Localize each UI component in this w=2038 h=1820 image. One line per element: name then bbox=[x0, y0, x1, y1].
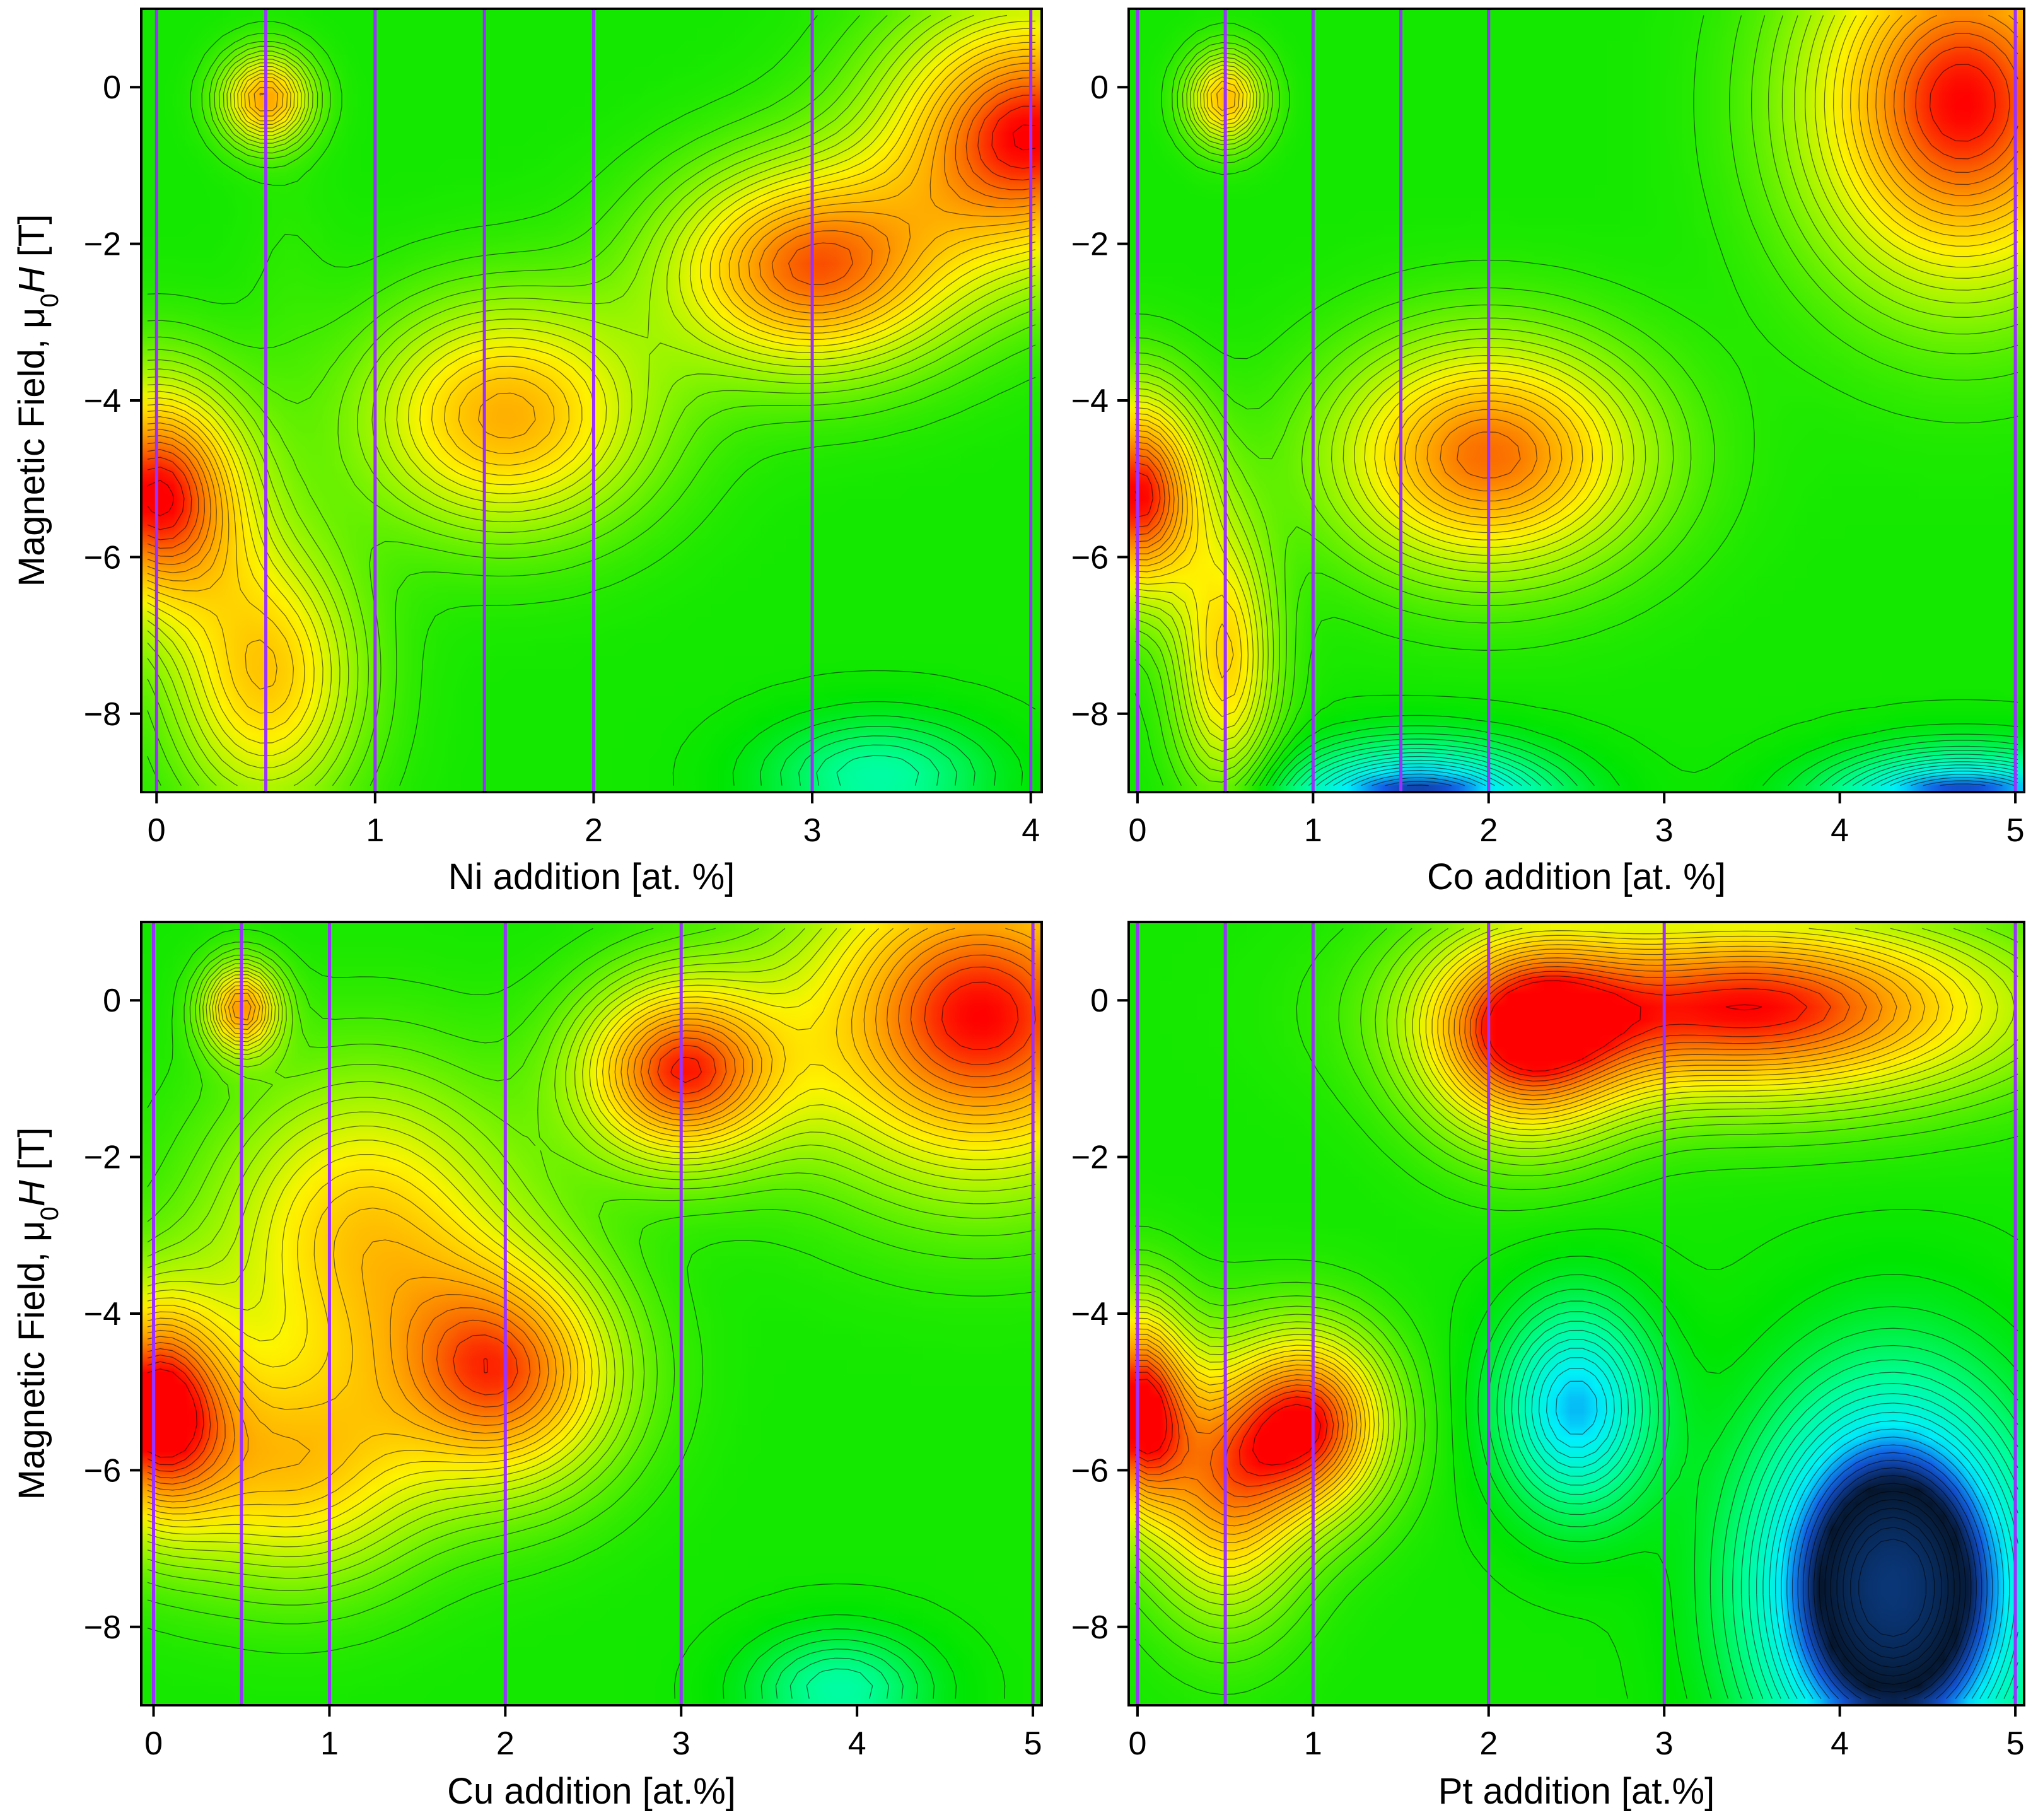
pt-y-tick-label: −2 bbox=[1071, 1140, 1109, 1176]
pt-heatmap-field bbox=[1129, 922, 2024, 1705]
pt-x-tick-label: 2 bbox=[1479, 1725, 1498, 1762]
cu-x-tick-label: 2 bbox=[496, 1725, 515, 1762]
cu-x-tick-label: 1 bbox=[320, 1725, 339, 1762]
cu-x-axis-title: Cu addition [at.%] bbox=[447, 1771, 736, 1812]
pt-y-tick-label: −4 bbox=[1071, 1296, 1109, 1333]
cu-contour-lines bbox=[147, 928, 1036, 1699]
co-x-tick-label: 3 bbox=[1655, 812, 1674, 849]
cu-x-tick-label: 4 bbox=[848, 1725, 866, 1762]
pt-x-axis-title: Pt addition [at.%] bbox=[1438, 1771, 1715, 1812]
ni-x-tick-label: 3 bbox=[803, 812, 822, 849]
ni-x-tick-label: 2 bbox=[585, 812, 603, 849]
co-x-tick-label: 1 bbox=[1304, 812, 1322, 849]
co-contour-lines bbox=[1134, 15, 2018, 786]
co-x-axis-title: Co addition [at. %] bbox=[1427, 856, 1726, 897]
cu-y-tick-label: −6 bbox=[84, 1452, 121, 1489]
co-contour-path bbox=[1134, 15, 2018, 786]
ni-contour-path bbox=[147, 15, 1036, 786]
pt-x-tick-label: 3 bbox=[1655, 1725, 1674, 1762]
pt-x-tick-label: 5 bbox=[2006, 1725, 2025, 1762]
cu-y-tick-label: 0 bbox=[103, 983, 121, 1019]
pt-contour-lines bbox=[1134, 928, 2018, 1700]
ni-x-tick-label: 1 bbox=[366, 812, 384, 849]
co-y-tick-label: −2 bbox=[1071, 226, 1109, 263]
co-x-tick-label: 0 bbox=[1128, 812, 1146, 849]
ni-x-tick-label: 4 bbox=[1022, 812, 1040, 849]
co-x-tick-label: 2 bbox=[1479, 812, 1498, 849]
cu-contour-path bbox=[147, 928, 1036, 1699]
panel-co-heatmap: 0 1 2 3 4 5 0 −2 −4 −6 −8 Co addition [at. %] bbox=[1071, 8, 2025, 897]
cu-y-axis-title: Magnetic Field, μ0H [T] bbox=[11, 1128, 64, 1500]
cu-y-tick-label: −8 bbox=[84, 1609, 121, 1646]
ni-y-axis-title: Magnetic Field, μ0H [T] bbox=[11, 214, 64, 587]
panel-cu-heatmap: 0 1 2 3 4 5 0 −2 −4 −6 −8 Cu addition [at.%] Magne… bbox=[11, 921, 1043, 1812]
cu-y-tick-label: −2 bbox=[84, 1140, 121, 1176]
cu-y-tick-label: −4 bbox=[84, 1296, 121, 1333]
co-y-tick-label: 0 bbox=[1090, 69, 1109, 106]
ni-y-tick-label: −2 bbox=[84, 226, 121, 263]
cu-x-tick-label: 0 bbox=[144, 1725, 163, 1762]
ni-y-tick-label: −8 bbox=[84, 696, 121, 733]
panel-pt-heatmap: 0 1 2 3 4 5 0 −2 −4 −6 −8 Pt addition [at.%] bbox=[1071, 921, 2025, 1812]
co-heatmap-field bbox=[1129, 9, 2024, 792]
co-y-tick-label: −4 bbox=[1071, 383, 1109, 419]
pt-y-tick-label: 0 bbox=[1090, 983, 1109, 1019]
pt-y-tick-label: −6 bbox=[1071, 1452, 1109, 1489]
ni-y-tick-label: −4 bbox=[84, 383, 121, 419]
ni-contour-lines bbox=[147, 15, 1036, 786]
pt-x-tick-label: 0 bbox=[1128, 1725, 1146, 1762]
co-y-tick-label: −6 bbox=[1071, 539, 1109, 576]
pt-y-tick-label: −8 bbox=[1071, 1609, 1109, 1646]
ni-x-tick-label: 0 bbox=[148, 812, 166, 849]
ni-y-tick-label: −6 bbox=[84, 539, 121, 576]
co-x-tick-label: 4 bbox=[1831, 812, 1849, 849]
ni-y-tick-label: 0 bbox=[103, 69, 121, 106]
pt-contour-path bbox=[1134, 928, 2018, 1700]
panel-ni-heatmap: 0 1 2 3 4 0 −2 −4 −6 −8 Ni addition [at. %] Magne… bbox=[11, 8, 1043, 897]
pt-x-tick-label: 1 bbox=[1304, 1725, 1322, 1762]
pt-x-tick-label: 4 bbox=[1831, 1725, 1849, 1762]
ni-x-axis-title: Ni addition [at. %] bbox=[448, 856, 735, 897]
co-x-tick-label: 5 bbox=[2006, 812, 2025, 849]
co-y-tick-label: −8 bbox=[1071, 696, 1109, 733]
cu-x-tick-label: 5 bbox=[1024, 1725, 1042, 1762]
cu-x-tick-label: 3 bbox=[672, 1725, 690, 1762]
cu-heatmap-field bbox=[141, 922, 1042, 1705]
